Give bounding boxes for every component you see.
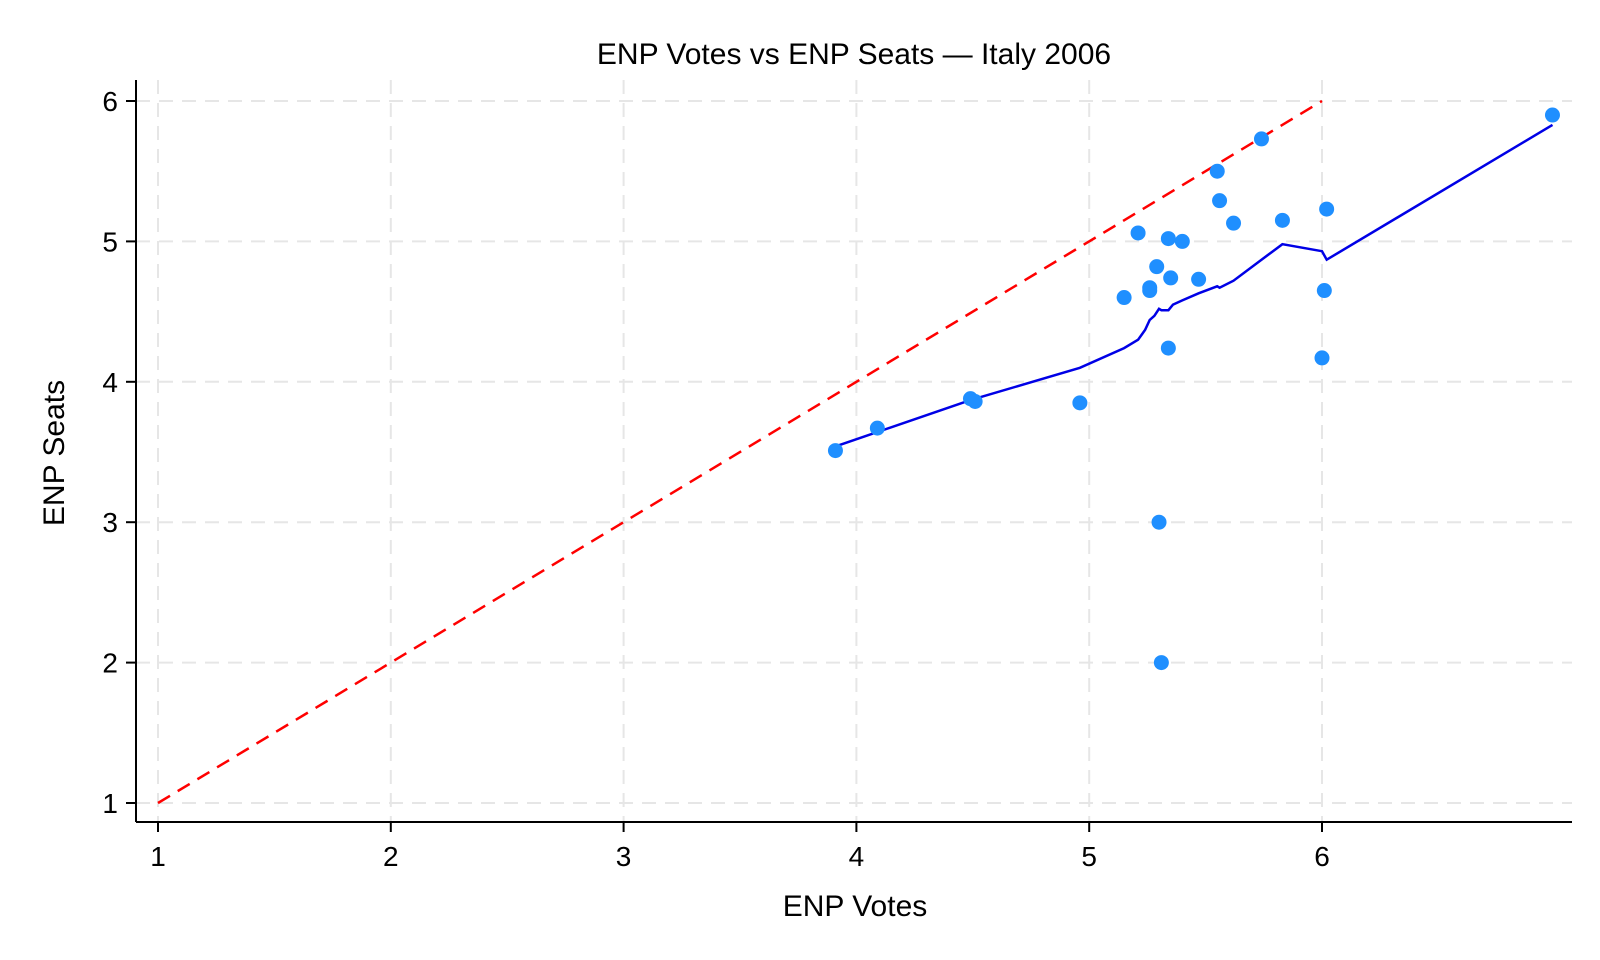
x-tick-label: 1 bbox=[150, 841, 166, 872]
data-point bbox=[1160, 340, 1176, 356]
data-point bbox=[1314, 350, 1330, 366]
data-point bbox=[827, 443, 843, 459]
data-point bbox=[1212, 193, 1228, 209]
y-tick-label: 5 bbox=[102, 226, 118, 257]
x-tick-label: 2 bbox=[383, 841, 399, 872]
reference-line bbox=[157, 99, 1323, 805]
data-point bbox=[1253, 131, 1269, 147]
data-point bbox=[1151, 514, 1167, 530]
y-tick-label: 6 bbox=[102, 86, 118, 117]
data-point bbox=[1142, 283, 1158, 299]
x-tick-label: 6 bbox=[1314, 841, 1330, 872]
data-point bbox=[1160, 231, 1176, 247]
data-point bbox=[1544, 107, 1560, 123]
data-point bbox=[1274, 212, 1290, 228]
data-point bbox=[1149, 259, 1165, 275]
data-point bbox=[967, 393, 983, 409]
x-axis-label: ENP Votes bbox=[783, 890, 928, 923]
data-point bbox=[1130, 225, 1146, 241]
x-tick-label: 4 bbox=[849, 841, 865, 872]
data-point bbox=[1319, 201, 1335, 217]
y-tick-label: 2 bbox=[102, 648, 118, 679]
data-point bbox=[1163, 270, 1179, 286]
x-tick-label: 3 bbox=[616, 841, 632, 872]
chart-title: ENP Votes vs ENP Seats — Italy 2006 bbox=[597, 38, 1111, 71]
data-point bbox=[1226, 215, 1242, 231]
data-points bbox=[827, 107, 1560, 671]
reference-line-layer bbox=[157, 99, 1323, 805]
y-tick-label: 3 bbox=[102, 507, 118, 538]
y-tick-label: 4 bbox=[102, 367, 118, 398]
axes: 1 2 3 4 5 6 1 2 3 4 5 6 bbox=[102, 80, 1572, 872]
data-point bbox=[1153, 655, 1169, 671]
data-point bbox=[1191, 271, 1207, 287]
y-axis-label: ENP Seats bbox=[38, 380, 71, 526]
data-point bbox=[1316, 283, 1332, 299]
smoothed-line-layer bbox=[834, 123, 1554, 448]
data-point bbox=[1116, 290, 1132, 306]
data-point bbox=[869, 420, 885, 436]
smoothed-line bbox=[834, 123, 1554, 448]
data-point bbox=[1072, 395, 1088, 411]
data-point bbox=[1174, 233, 1190, 249]
x-tick-label: 5 bbox=[1081, 841, 1097, 872]
grid bbox=[136, 80, 1572, 822]
data-point bbox=[1209, 163, 1225, 179]
y-tick-label: 1 bbox=[102, 788, 118, 819]
